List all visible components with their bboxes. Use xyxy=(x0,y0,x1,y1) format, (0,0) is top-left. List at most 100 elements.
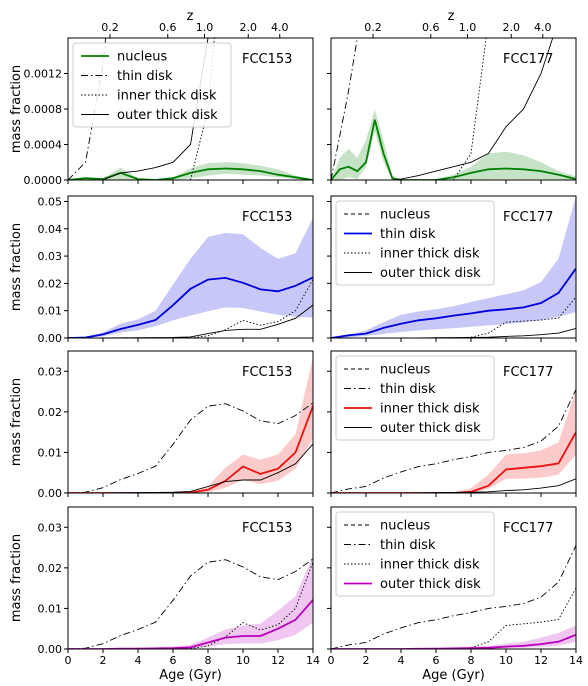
series-line-outer-thick-disk xyxy=(331,38,554,180)
x-tick-label: 4 xyxy=(135,654,142,667)
x-tick-label: 6 xyxy=(433,654,440,667)
legend-label-thin-disk: thin disk xyxy=(117,69,173,84)
plot-area xyxy=(68,555,313,649)
series-line-outer-thick-disk xyxy=(68,38,209,180)
z-tick-label: 0.6 xyxy=(422,21,440,34)
x-tick-label: 8 xyxy=(205,654,212,667)
z-tick-label: 0.6 xyxy=(159,21,177,34)
legend-box xyxy=(335,200,495,286)
z-tick-label: 1.0 xyxy=(196,21,214,34)
uncertainty-band xyxy=(68,217,313,338)
galaxy-label: FCC153 xyxy=(242,521,292,536)
y-tick-label: 0.0000 xyxy=(24,174,63,187)
y-tick-label: 0.0012 xyxy=(24,68,63,81)
y-tick-label: 0.0004 xyxy=(24,139,63,152)
galaxy-label: FCC177 xyxy=(503,52,553,67)
series-line-thin-disk xyxy=(68,558,313,649)
y-axis-title: mass fraction xyxy=(9,223,24,311)
x-tick-label: 10 xyxy=(499,654,513,667)
series-line-inner-thick-disk xyxy=(331,296,576,338)
legend-label-thin-disk: thin disk xyxy=(380,227,436,242)
y-tick-label: 0.05 xyxy=(38,195,63,208)
y-tick-label: 0.03 xyxy=(38,521,63,534)
legend: nucleus thin disk inner thick disk outer th… xyxy=(72,42,232,128)
uncertainty-band xyxy=(331,625,576,649)
x-tick-label: 8 xyxy=(468,654,475,667)
galaxy-label: FCC153 xyxy=(242,52,292,67)
y-axis-title: mass fraction xyxy=(9,65,24,153)
legend-label-outer-thick-disk: outer thick disk xyxy=(380,421,481,436)
x-tick-label: 2 xyxy=(363,654,370,667)
plot-area xyxy=(68,38,313,180)
x-tick-label: 14 xyxy=(306,654,320,667)
panel-frame xyxy=(67,350,314,494)
legend-label-outer-thick-disk: outer thick disk xyxy=(380,266,481,281)
y-tick-label: 0.02 xyxy=(38,406,63,419)
plot-area xyxy=(331,389,576,493)
x-tick-label: 6 xyxy=(170,654,177,667)
legend-label-thin-disk: thin disk xyxy=(380,382,436,397)
z-tick-label: 1.0 xyxy=(459,21,477,34)
panel-fcc153-inner-thick-disk: 0.00 0.01 0.02 0.03 FCC153 xyxy=(38,350,314,500)
series-line-outer-thick-disk xyxy=(331,478,576,493)
y-tick-label: 0.0008 xyxy=(24,103,63,116)
legend-label-nucleus: nucleus xyxy=(380,363,430,378)
series-line-outer-thick-disk xyxy=(331,633,576,649)
panel-fcc153-nucleus: 0.0000 0.0004 0.0008 0.0012 0.2 0.6 1.0 2.0 4.0 z… xyxy=(24,9,314,187)
series-line-thin-disk xyxy=(68,276,313,338)
z-tick-label: 2.0 xyxy=(240,21,258,34)
galaxy-label: FCC153 xyxy=(242,365,292,380)
legend-label-nucleus: nucleus xyxy=(380,208,430,223)
panel-fcc177-outer-thick-disk: 0 2 4 6 8 10 12 14 FCC177 nucleus thin disk inner t… xyxy=(327,506,583,667)
galaxy-label: FCC153 xyxy=(242,210,292,225)
y-tick-label: 0.00 xyxy=(38,332,63,345)
uncertainty-band xyxy=(331,109,576,180)
x-tick-label: 4 xyxy=(398,654,405,667)
legend: nucleus thin disk inner thick disk outer th… xyxy=(335,355,495,441)
x-tick-label: 0 xyxy=(65,654,72,667)
y-tick-label: 0.00 xyxy=(38,643,63,656)
panel-frame xyxy=(330,195,577,339)
plot-area xyxy=(331,545,576,649)
x-tick-label: 12 xyxy=(534,654,548,667)
uncertainty-band xyxy=(68,357,313,493)
plot-area xyxy=(68,217,313,338)
y-axis-title: mass fraction xyxy=(9,534,24,622)
panel-fcc153-outer-thick-disk: 0 2 4 6 8 10 12 14 0.00 0.01 0.02 0.03 FCC153 xyxy=(38,506,320,667)
z-tick-label: 2.0 xyxy=(503,21,521,34)
legend: nucleus thin disk inner thick disk outer th… xyxy=(335,511,495,597)
legend: nucleus thin disk inner thick disk outer th… xyxy=(335,200,495,286)
series-line-inner-thick-disk xyxy=(331,431,576,493)
y-tick-label: 0.01 xyxy=(38,602,63,615)
y-tick-label: 0.03 xyxy=(38,365,63,378)
y-tick-label: 0.01 xyxy=(38,446,63,459)
z-tick-label: 4.0 xyxy=(534,21,552,34)
panel-fcc153-thin-disk: 0.00 0.01 0.02 0.03 0.04 0.05 FCC153 xyxy=(38,195,314,345)
panel-fcc177-inner-thick-disk: FCC177 nucleus thin disk inner thick disk ou… xyxy=(327,350,577,497)
z-tick-label: 0.2 xyxy=(364,21,382,34)
z-tick-label: 4.0 xyxy=(271,21,289,34)
y-tick-label: 0.04 xyxy=(38,223,63,236)
legend-label-inner-thick-disk: inner thick disk xyxy=(380,247,480,262)
x-tick-label: 14 xyxy=(569,654,583,667)
legend-box xyxy=(335,355,495,441)
y-tick-label: 0.03 xyxy=(38,250,63,263)
plot-area xyxy=(331,38,576,180)
panel-frame xyxy=(67,195,314,339)
y-axis-title: mass fraction xyxy=(9,378,24,466)
panel-frame xyxy=(67,506,314,650)
x-tick-label: 10 xyxy=(236,654,250,667)
z-tick-label: 0.2 xyxy=(101,21,119,34)
panel-fcc177-nucleus: 0.2 0.6 1.0 2.0 4.0 z FCC177 xyxy=(327,9,577,184)
galaxy-label: FCC177 xyxy=(503,521,553,536)
x-tick-label: 0 xyxy=(328,654,335,667)
y-tick-label: 0.00 xyxy=(38,487,63,500)
galaxy-label: FCC177 xyxy=(503,210,553,225)
panel-frame xyxy=(330,506,577,650)
legend-label-inner-thick-disk: inner thick disk xyxy=(117,89,217,104)
y-tick-label: 0.02 xyxy=(38,562,63,575)
legend-label-nucleus: nucleus xyxy=(380,519,430,534)
panel-frame xyxy=(330,350,577,494)
series-line-nucleus xyxy=(68,167,313,180)
